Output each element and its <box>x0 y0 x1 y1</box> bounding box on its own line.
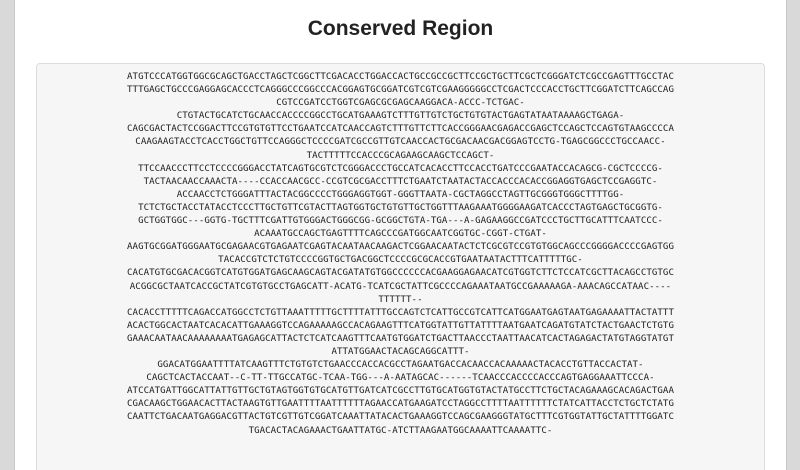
app-window: Conserved Region ATGTCCCATGGTGGCGCAGCTGA… <box>14 0 787 470</box>
sequence-panel[interactable]: ATGTCCCATGGTGGCGCAGCTGACCTAGCTCGGCTTCGAC… <box>36 63 765 470</box>
sequence-line: TTCCAACCCTTCCTCCCCGGGACCTATCAGTGCGTCTCGG… <box>138 163 663 174</box>
sequence-line: ACAAATGCCAGCTGAGTTTTCAGCCCGATGGCAATCGGTG… <box>254 229 547 240</box>
sequence-line: CAGCTCACTACCAAT--C-TT-TTGCCATGC-TCAA-TGG… <box>146 373 655 384</box>
sequence-line: TACACCGTCTCTGTCCCCGGTGCTGACGGCTCCCCGCGCA… <box>218 255 583 266</box>
sequence-line: CAATTCTGACAATGAGGACGTTACTGTCGTTGTCGGATCA… <box>127 412 674 423</box>
sequence-line: AAGTGCGGATGGGAATGCGAGAACGTGAGAATCGAGTACA… <box>127 242 674 253</box>
sequence-line: CGTCCGATCCTGGTCGAGCGCGAGCAAGGACA-ACCC-TC… <box>276 98 525 109</box>
sequence-line: CAAGAAGTACCTCACCTGGCTGTTCCAGGGCTCCCCGATC… <box>135 137 666 148</box>
sequence-line: ATTATGGAACTACAGCAGGCATTT- <box>331 346 470 357</box>
sequence-line: ACCAACCTCTGGGATTTACTACGGCCCCTGGGAGGTGGT-… <box>176 189 625 200</box>
sequence-line: TTTTTT-- <box>378 294 423 305</box>
sequence-text: ATGTCCCATGGTGGCGCAGCTGACCTAGCTCGGCTTCGAC… <box>43 71 758 438</box>
sequence-line: TTTGAGCTGCCCGAGGAGCACCCTCAGGGCCCGGCCCACG… <box>127 85 674 96</box>
sequence-line: CACATGTGCGACACGGTCATGTGGATGAGCAAGCAGTACG… <box>127 268 674 279</box>
sequence-line: ACGGCGCTAATCACCGCTATCGTGTGCCTGAGCATT-ACA… <box>129 281 672 292</box>
sequence-line: CACACCTTTTTCAGACCATGGCCTCTGTTAAATTTTTGCT… <box>127 307 674 318</box>
sequence-line: TACTTTTTCCACCCGCAGAAGCAAGCTCCAGCT- <box>306 150 495 161</box>
sequence-line: TGACACTACAGAAACTGAATTATGC-ATCTTAAGAATGGC… <box>248 425 553 436</box>
sequence-line: CTGTACTGCATCTGCAACCACCCCGGCCTGCATGAAAGTC… <box>176 111 625 122</box>
sequence-line: GCTGGTGGC---GGTG-TGCTTTCGATTGTGGGACTGGGC… <box>138 216 663 227</box>
sequence-line: ATCCATGATTGGCATTATTGTTGCTGTAGTGGTGTGCATG… <box>127 386 674 397</box>
sequence-line: ACACTGGCACTAATCACACATTGAAAGGTCCAGAAAAAGC… <box>127 320 674 331</box>
sequence-line: TCTCTGCTACCTATACCTCCCTTGCTGTTCGTACTTAGTG… <box>138 202 663 213</box>
page-title: Conserved Region <box>307 17 494 40</box>
sequence-line: CAGCGACTACTCCGGACTTCCGTGTGTTCCTGAATCCATC… <box>127 124 674 135</box>
sequence-line: GAAACAATAACAAAAAAAATGAGAGCATTACTCTCATCAA… <box>127 333 674 344</box>
sequence-line: ATGTCCCATGGTGGCGCAGCTGACCTAGCTCGGCTTCGAC… <box>127 72 674 82</box>
sequence-line: GGACATGGAATTTTATCAAGTTTCTGTGTCTGAACCCACC… <box>157 360 644 371</box>
sequence-line: CGACAAGCTGGAACACTTACTAAGTGTTGAATTTTAATTT… <box>127 399 674 410</box>
sequence-line: TACTAACAACCAAACTA----CCACCAACGCC-CCGTCGC… <box>143 176 658 187</box>
